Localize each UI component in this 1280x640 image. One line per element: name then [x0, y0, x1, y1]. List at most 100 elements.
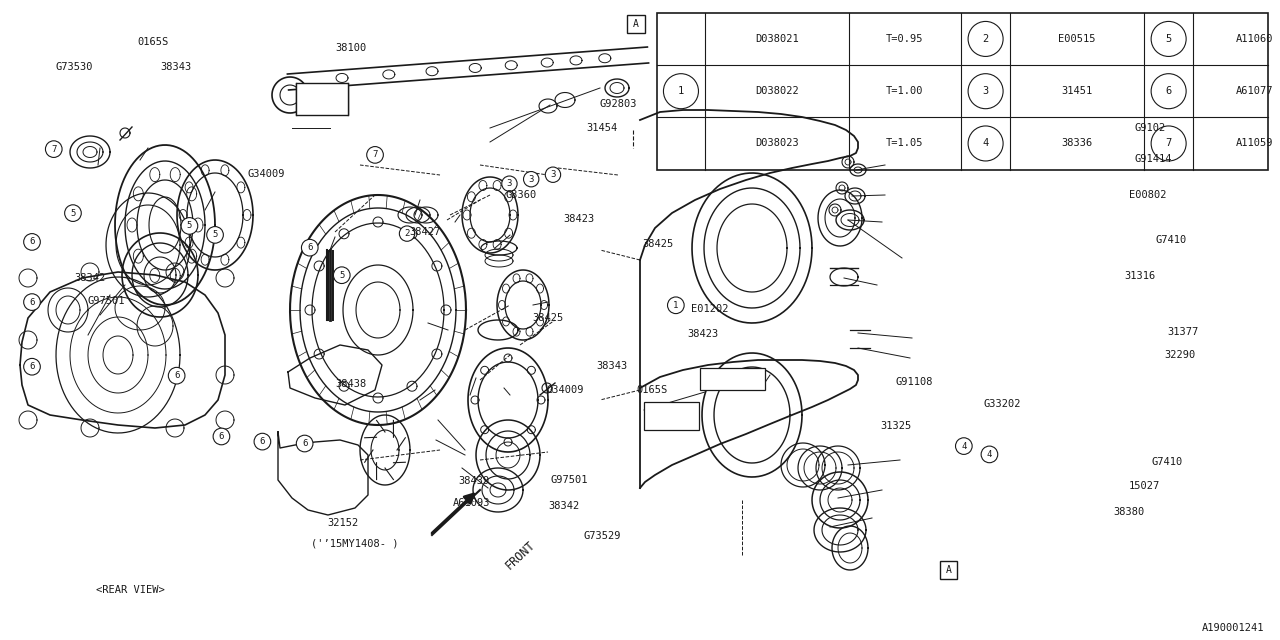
Text: G91414: G91414	[1134, 154, 1171, 164]
Text: 38343: 38343	[160, 62, 191, 72]
Text: G34009: G34009	[247, 169, 284, 179]
Text: G9102: G9102	[1134, 123, 1165, 133]
Text: FRONT: FRONT	[503, 538, 538, 572]
Circle shape	[207, 227, 224, 243]
Circle shape	[955, 438, 973, 454]
Text: G73529: G73529	[584, 531, 621, 541]
Text: 15027: 15027	[1129, 481, 1160, 492]
Text: 38425: 38425	[532, 313, 563, 323]
Text: 3: 3	[507, 179, 512, 188]
Text: 7: 7	[51, 145, 56, 154]
Text: T=1.05: T=1.05	[886, 138, 924, 148]
Circle shape	[23, 294, 41, 310]
Text: 7: 7	[1166, 138, 1171, 148]
Text: T=1.00: T=1.00	[886, 86, 924, 96]
Text: 38100: 38100	[335, 43, 366, 53]
Bar	[657, 13, 1268, 170]
Circle shape	[253, 433, 271, 450]
Circle shape	[545, 167, 561, 182]
Circle shape	[663, 74, 699, 109]
Text: 31325: 31325	[881, 420, 911, 431]
Text: G97501: G97501	[87, 296, 124, 306]
Text: 38380: 38380	[1114, 507, 1144, 517]
Text: 0165S: 0165S	[137, 36, 168, 47]
Text: 2: 2	[404, 229, 410, 238]
Text: 3: 3	[983, 86, 988, 96]
Text: 32290: 32290	[1165, 350, 1196, 360]
Text: G7410: G7410	[1156, 235, 1187, 245]
Text: ('’15MY1408- ): ('’15MY1408- )	[311, 539, 398, 549]
Polygon shape	[278, 432, 369, 515]
Text: A: A	[946, 564, 951, 575]
Text: G7410: G7410	[1152, 457, 1183, 467]
Text: 5: 5	[339, 271, 344, 280]
Circle shape	[1151, 126, 1187, 161]
Text: 38423: 38423	[687, 329, 718, 339]
Text: G92803: G92803	[599, 99, 636, 109]
Text: G91108: G91108	[896, 377, 933, 387]
Circle shape	[668, 297, 685, 314]
Text: E00515: E00515	[1059, 34, 1096, 44]
Text: 38336: 38336	[1061, 138, 1093, 148]
Text: G73530: G73530	[55, 62, 92, 72]
Polygon shape	[288, 345, 381, 405]
Text: 38425: 38425	[643, 239, 673, 250]
Text: 5: 5	[1166, 34, 1171, 44]
Text: 6: 6	[260, 437, 265, 446]
Text: T=0.95: T=0.95	[886, 34, 924, 44]
Text: 4: 4	[983, 138, 988, 148]
Text: D038021: D038021	[755, 34, 799, 44]
Circle shape	[302, 239, 317, 256]
Circle shape	[502, 176, 517, 191]
Circle shape	[366, 147, 384, 163]
Circle shape	[1151, 21, 1187, 56]
Text: A61093: A61093	[453, 498, 490, 508]
Text: 3: 3	[550, 170, 556, 179]
Circle shape	[968, 126, 1004, 161]
Text: 1: 1	[673, 301, 678, 310]
Circle shape	[968, 21, 1004, 56]
Text: 6: 6	[174, 371, 179, 380]
Text: 6: 6	[29, 362, 35, 371]
Text: 0165S: 0165S	[636, 385, 667, 396]
Text: <REAR VIEW>: <REAR VIEW>	[96, 585, 165, 595]
Text: 31377: 31377	[1167, 326, 1198, 337]
Text: 31316: 31316	[1124, 271, 1155, 282]
Circle shape	[399, 226, 415, 241]
Text: 38439: 38439	[458, 476, 489, 486]
Circle shape	[182, 218, 197, 234]
Text: 31454: 31454	[586, 123, 617, 133]
Circle shape	[23, 358, 41, 375]
Text: A11060: A11060	[1236, 34, 1274, 44]
Text: 6: 6	[29, 298, 35, 307]
Circle shape	[980, 446, 998, 463]
Text: 6: 6	[219, 432, 224, 441]
Text: 38438: 38438	[335, 379, 366, 389]
Circle shape	[212, 428, 230, 445]
Text: 38423: 38423	[563, 214, 594, 224]
Text: 4: 4	[987, 450, 992, 459]
Text: 31451: 31451	[1061, 86, 1093, 96]
Text: E00802: E00802	[1129, 190, 1166, 200]
Circle shape	[968, 74, 1004, 109]
Text: 1: 1	[678, 86, 684, 96]
Text: D038022: D038022	[755, 86, 799, 96]
Bar	[644, 402, 699, 430]
Text: A190001241: A190001241	[1202, 623, 1265, 634]
Bar	[296, 83, 348, 115]
Text: A61077: A61077	[1236, 86, 1274, 96]
Text: 38342: 38342	[548, 500, 579, 511]
Text: 3: 3	[529, 175, 534, 184]
Text: 38343: 38343	[596, 361, 627, 371]
Text: 6: 6	[29, 237, 35, 246]
Bar	[700, 368, 765, 390]
Text: D038023: D038023	[755, 138, 799, 148]
Text: A: A	[634, 19, 639, 29]
Circle shape	[1151, 74, 1187, 109]
Circle shape	[333, 267, 351, 284]
Text: 6: 6	[302, 439, 307, 448]
Circle shape	[169, 367, 186, 384]
Circle shape	[23, 234, 41, 250]
Text: G34009: G34009	[547, 385, 584, 396]
Text: A11059: A11059	[1236, 138, 1274, 148]
